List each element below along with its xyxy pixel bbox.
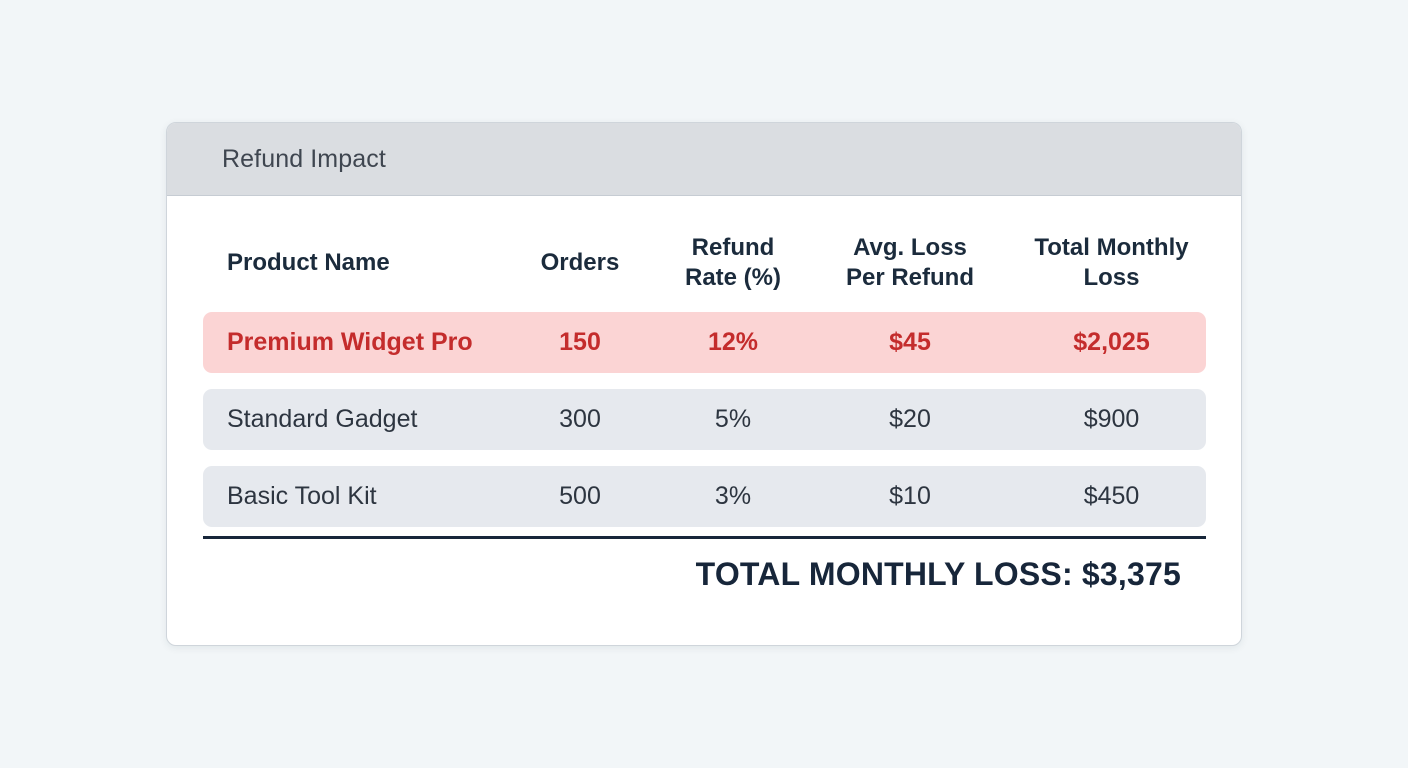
cell-avg-loss: $10	[889, 482, 931, 510]
column-header-total-loss: Total Monthly Loss	[1034, 234, 1189, 291]
refund-impact-card: Refund Impact Product Name Orders Refund…	[166, 122, 1242, 646]
total-monthly-loss: TOTAL MONTHLY LOSS: $3,375	[695, 556, 1181, 592]
cell-refund-rate: 5%	[714, 405, 752, 433]
cell-product: Premium Widget Pro	[227, 328, 473, 356]
card-header: Refund Impact	[167, 123, 1241, 196]
table-row: Basic Tool Kit 500 3% $10 $450	[203, 466, 1206, 527]
cell-product: Basic Tool Kit	[227, 482, 377, 510]
cell-avg-loss: $20	[889, 405, 931, 433]
cell-orders: 150	[559, 328, 601, 356]
card-title: Refund Impact	[222, 144, 386, 173]
total-divider	[203, 536, 1206, 539]
cell-total-loss: $2,025	[1073, 328, 1150, 356]
table-header-row: Product Name Orders Refund Rate (%) Avg.…	[203, 228, 1206, 298]
cell-refund-rate: 12%	[707, 328, 759, 356]
cell-total-loss: $450	[1083, 482, 1140, 510]
column-header-orders: Orders	[540, 249, 620, 276]
cell-orders: 500	[559, 482, 601, 510]
column-header-product-name: Product Name	[227, 249, 390, 276]
cell-refund-rate: 3%	[714, 482, 752, 510]
column-header-refund-rate: Refund Rate (%)	[684, 234, 781, 291]
table-row-highlighted: Premium Widget Pro 150 12% $45 $2,025	[203, 312, 1206, 373]
cell-orders: 300	[559, 405, 601, 433]
column-header-avg-loss: Avg. Loss Per Refund	[845, 234, 974, 291]
cell-total-loss: $900	[1083, 405, 1140, 433]
cell-avg-loss: $45	[889, 328, 931, 356]
cell-product: Standard Gadget	[227, 405, 418, 433]
table-row: Standard Gadget 300 5% $20 $900	[203, 389, 1206, 450]
